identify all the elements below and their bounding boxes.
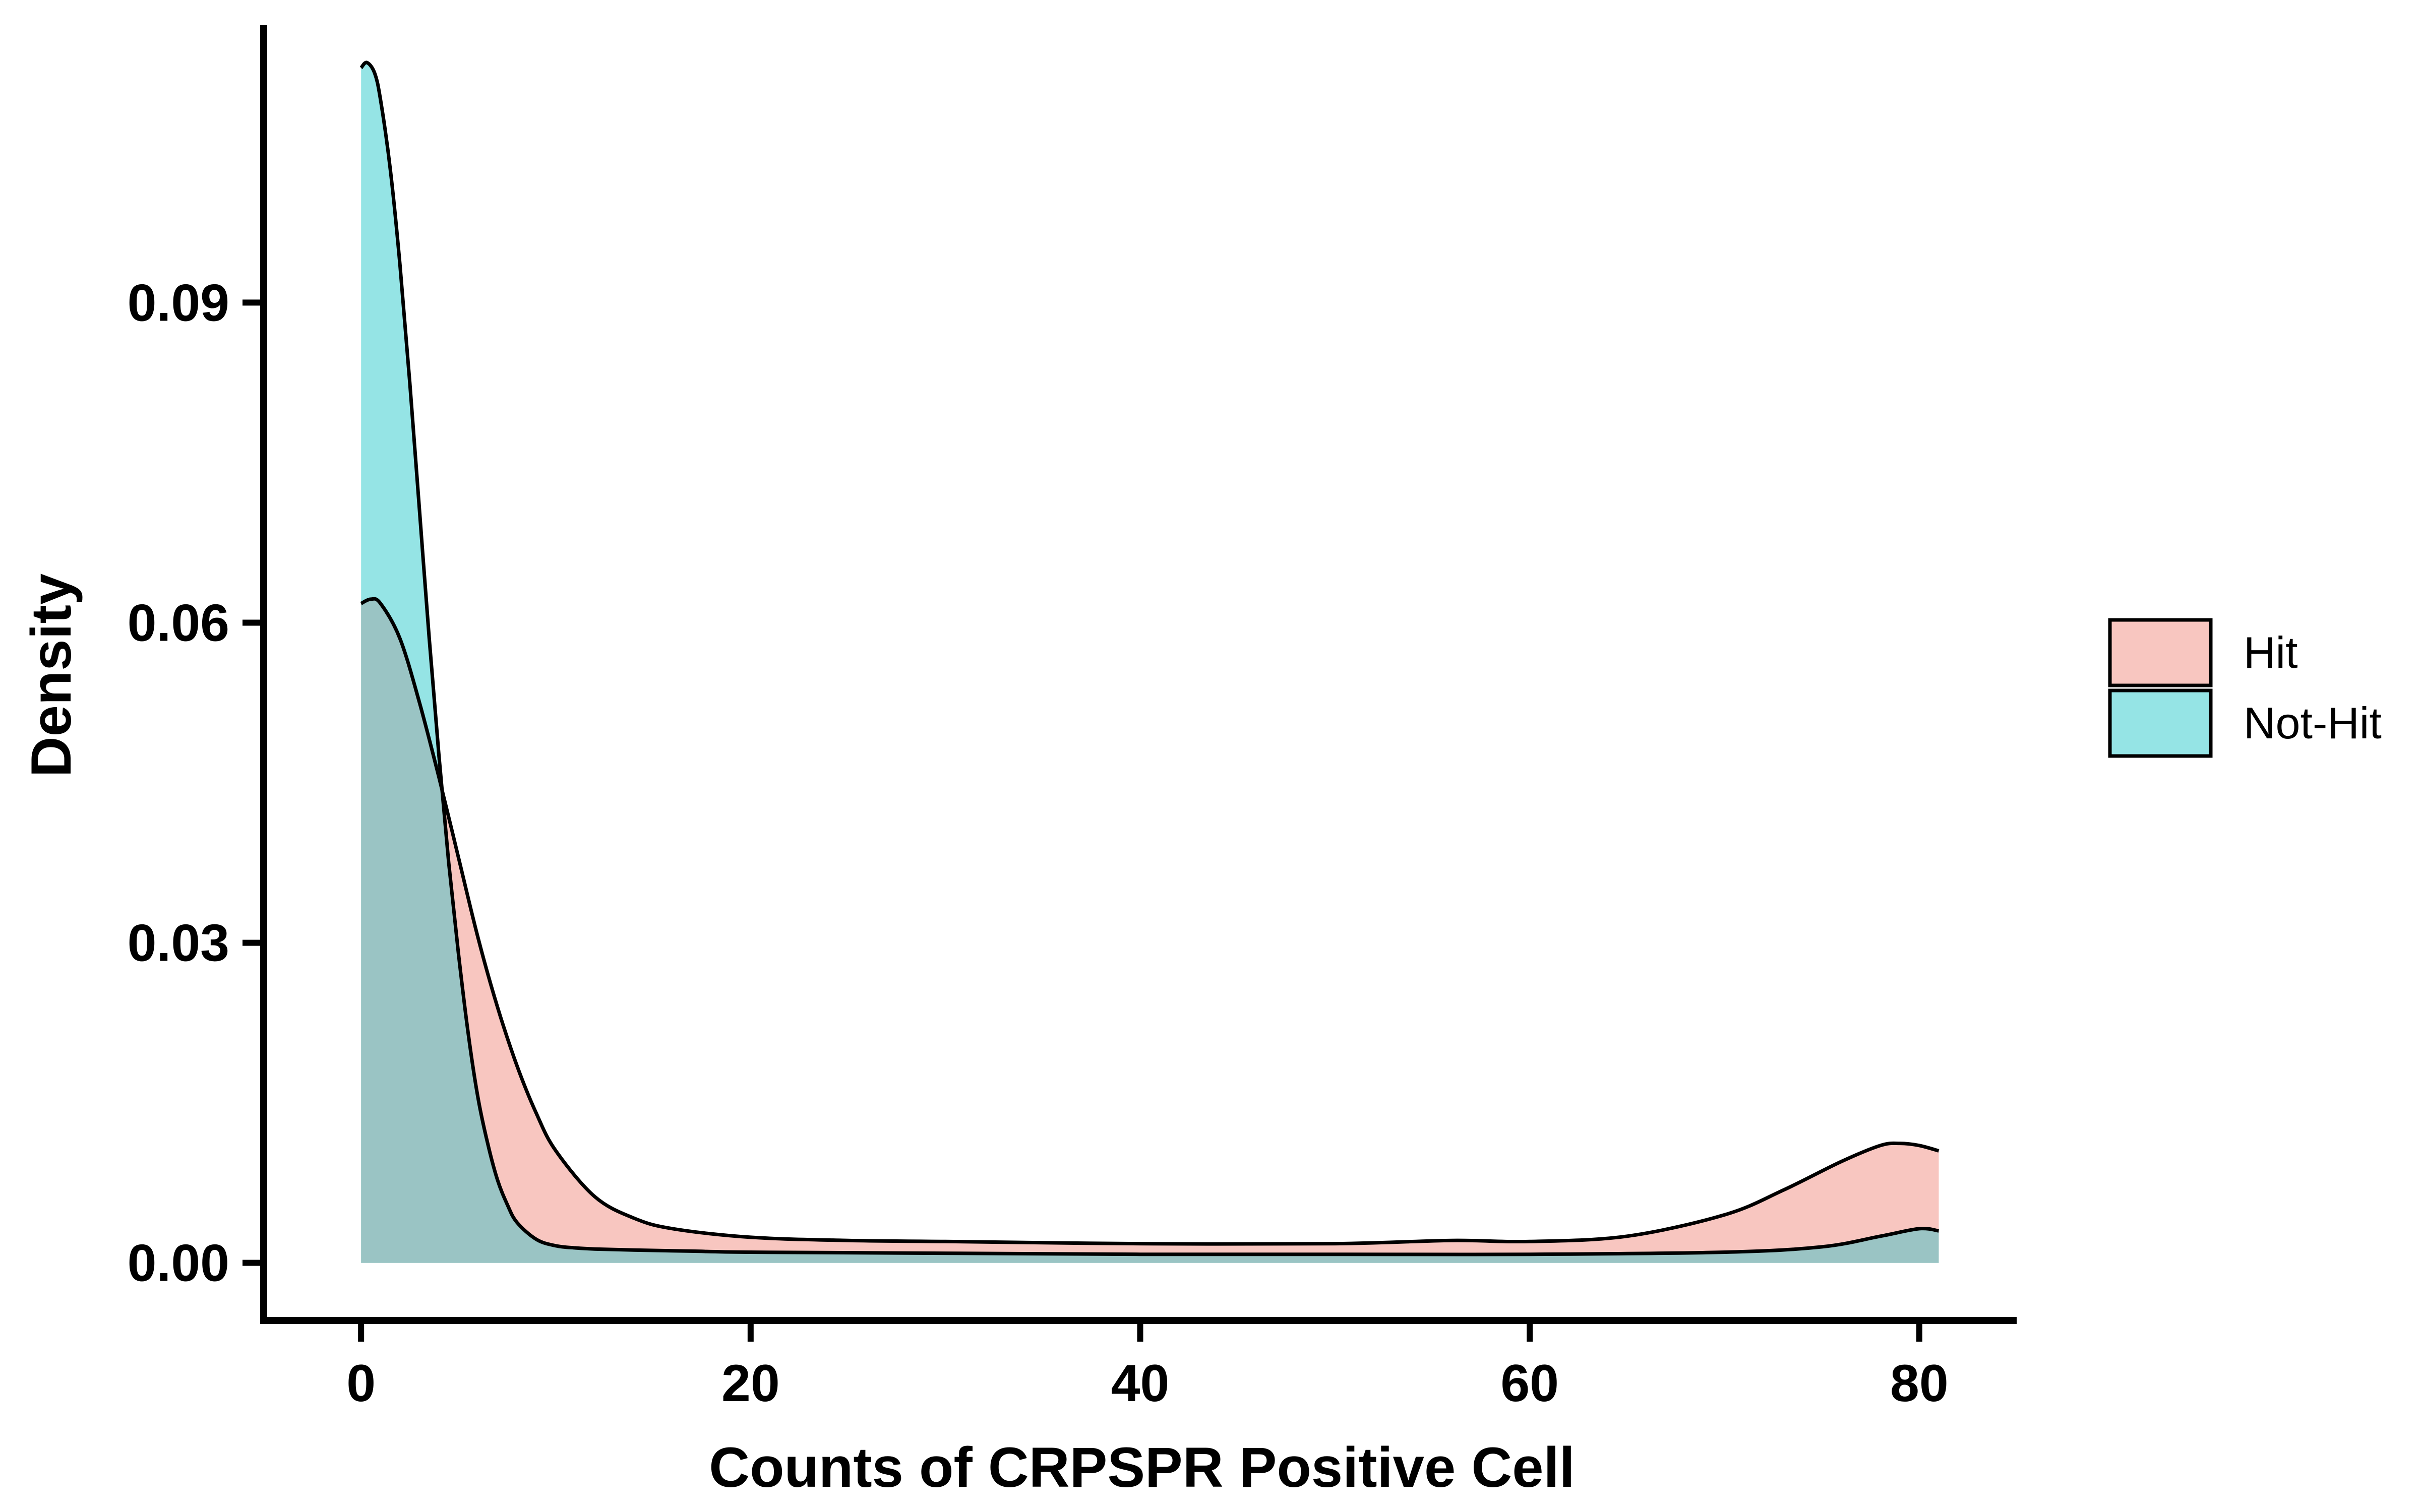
y-tick-label: 0.06 <box>128 594 229 653</box>
density-line-hit <box>360 597 1940 1246</box>
x-tick-label: 40 <box>1111 1354 1170 1413</box>
x-tick-label: 60 <box>1500 1354 1559 1413</box>
x-tick-label: 80 <box>1890 1354 1949 1413</box>
density-area-not-hit <box>361 62 1939 1263</box>
plot-area <box>359 60 1940 1263</box>
legend-swatch-not-hit <box>2108 688 2213 758</box>
y-axis-title: Density <box>20 574 83 778</box>
density-area-hit <box>361 599 1939 1263</box>
y-tick-label: 0.00 <box>128 1234 229 1293</box>
legend-label-hit: Hit <box>2244 627 2298 677</box>
density-line-not-hit <box>359 60 1940 1256</box>
legend-label-not-hit: Not-Hit <box>2244 698 2382 748</box>
density-overlap-area <box>361 599 1939 1263</box>
x-tick-label: 0 <box>346 1354 376 1413</box>
y-tick-label: 0.09 <box>128 274 229 332</box>
x-tick-label: 20 <box>721 1354 780 1413</box>
legend-swatch-hit <box>2108 618 2213 687</box>
y-tick-label: 0.03 <box>128 914 229 973</box>
axes: 0 20 40 60 80 0.00 0.03 0.06 0.09 <box>128 25 2017 1413</box>
legend: Hit Not-Hit <box>2108 618 2382 758</box>
x-axis-title: Counts of CRPSPR Positive Cell <box>709 1436 1575 1499</box>
